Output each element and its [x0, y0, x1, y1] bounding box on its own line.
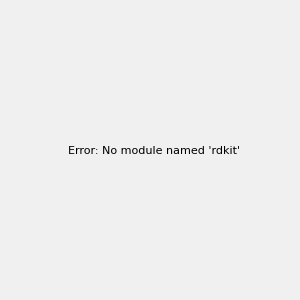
Text: Error: No module named 'rdkit': Error: No module named 'rdkit'	[68, 146, 240, 157]
